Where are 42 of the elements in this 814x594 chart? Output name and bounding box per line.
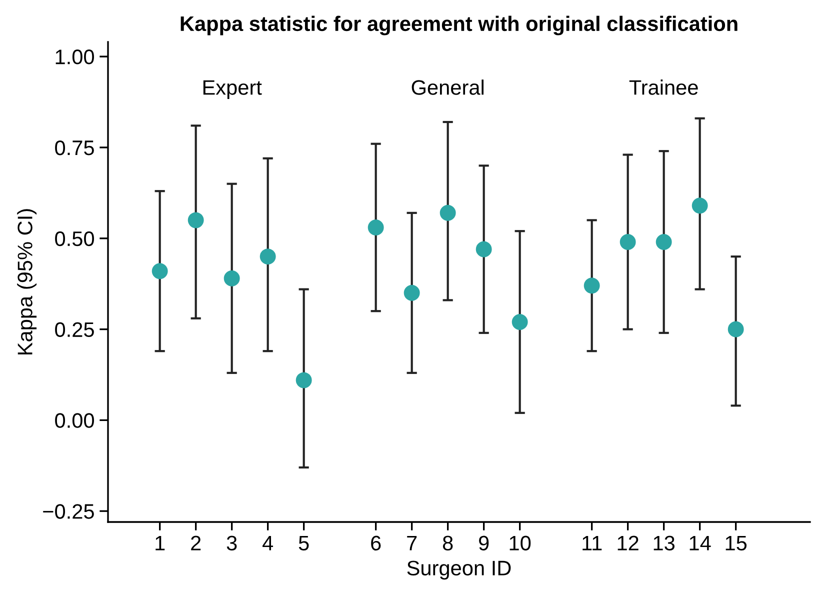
x-tick-label: 3 [226, 536, 237, 550]
y-tick-label: 0.75 [55, 140, 94, 156]
x-tick-label: 13 [654, 536, 675, 550]
x-tick-label: 15 [726, 536, 747, 550]
point [728, 321, 744, 338]
point [692, 198, 708, 214]
y-tick-label: −0.25 [43, 504, 94, 519]
point [440, 204, 456, 221]
x-axis-title: Surgeon ID [407, 560, 511, 580]
point [368, 219, 384, 236]
point [152, 263, 168, 280]
annotation: Trainee [629, 80, 698, 95]
chart-title: Kappa statistic for agreement with original classification [180, 16, 738, 36]
point [260, 248, 276, 265]
x-tick-label: 6 [371, 536, 381, 550]
y-tick-label: 1.00 [56, 50, 94, 64]
x-tick-label: 14 [690, 536, 711, 550]
annotation: General [412, 80, 484, 95]
point [584, 278, 600, 294]
y-tick-label: 0.25 [55, 322, 94, 338]
annotation: Expert [203, 80, 262, 99]
point [296, 372, 312, 388]
point [188, 212, 204, 228]
x-tick-label: 5 [298, 536, 309, 550]
y-tick-label: 0.50 [55, 231, 94, 246]
x-tick-label: 1 [156, 536, 165, 550]
x-tick-label: 12 [618, 536, 638, 550]
x-tick-label: 11 [582, 536, 602, 550]
x-tick-label: 9 [479, 536, 489, 550]
point [656, 234, 672, 250]
point [404, 284, 420, 301]
point [620, 234, 636, 250]
x-tick-label: 7 [407, 536, 417, 550]
point [512, 314, 528, 330]
y-tick-label: 0.00 [55, 413, 94, 428]
point [476, 241, 492, 258]
x-tick-label: 4 [262, 536, 274, 550]
x-tick-label: 2 [191, 536, 201, 550]
x-tick-label: 8 [442, 536, 453, 550]
point [224, 270, 240, 286]
y-axis-title: Kappa (95% CI) [17, 209, 37, 354]
x-tick-label: 10 [510, 536, 531, 550]
